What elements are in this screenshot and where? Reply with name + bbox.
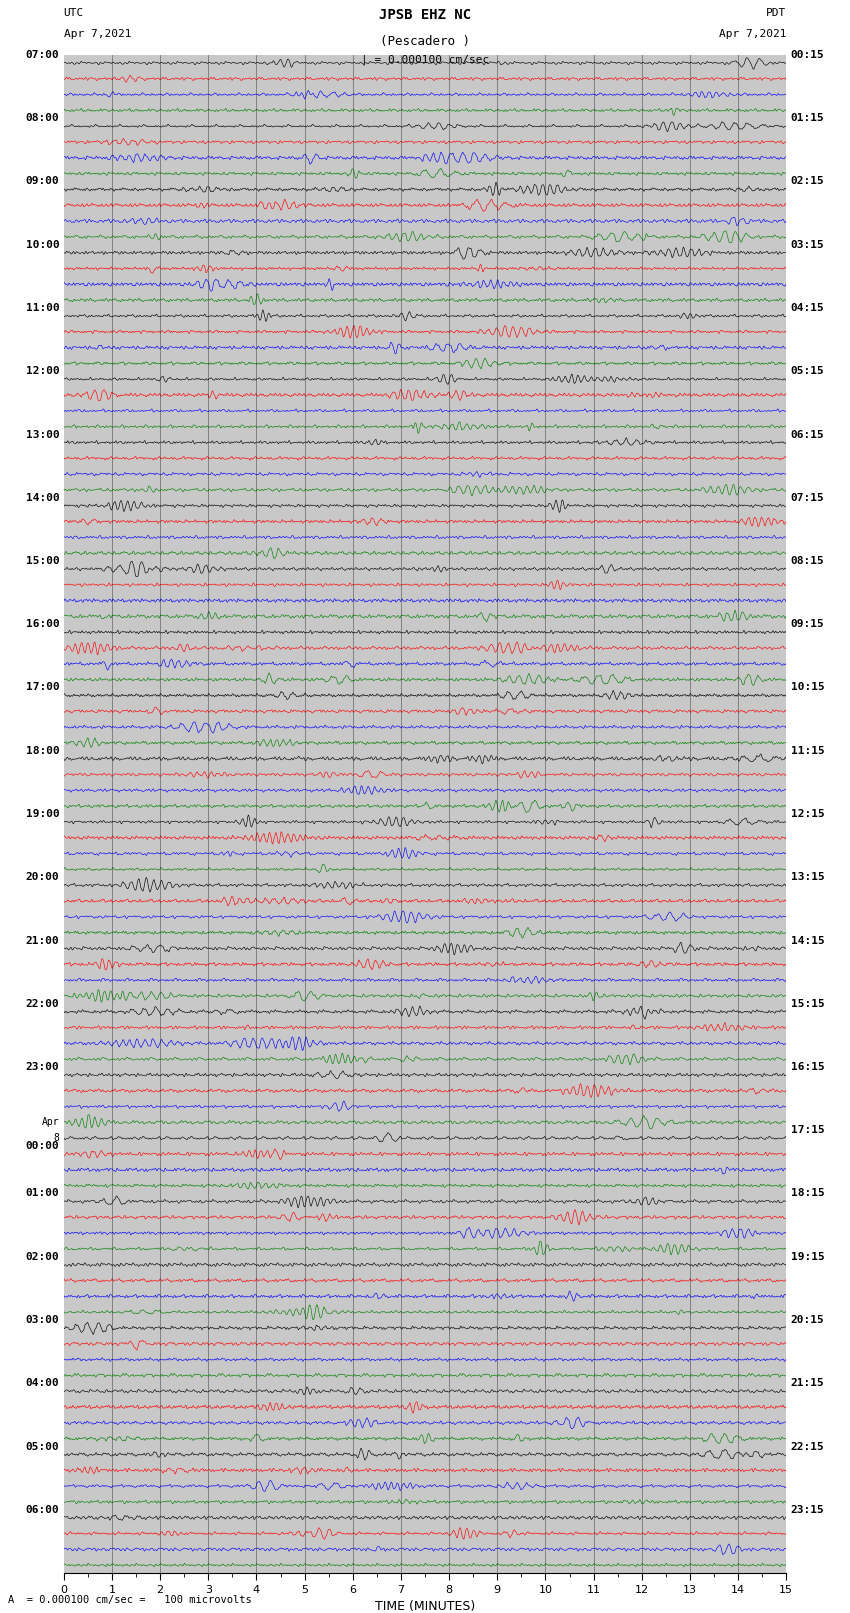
Text: 01:15: 01:15 [790,113,824,123]
Text: 15:15: 15:15 [790,998,824,1008]
Text: UTC: UTC [64,8,84,18]
Text: 09:00: 09:00 [26,176,60,187]
Text: 23:15: 23:15 [790,1505,824,1515]
Text: 13:15: 13:15 [790,873,824,882]
Text: 22:00: 22:00 [26,998,60,1008]
Text: 09:15: 09:15 [790,619,824,629]
Text: A  = 0.000100 cm/sec =   100 microvolts: A = 0.000100 cm/sec = 100 microvolts [8,1595,252,1605]
Text: 10:00: 10:00 [26,240,60,250]
Text: JPSB EHZ NC: JPSB EHZ NC [379,8,471,23]
Text: 14:00: 14:00 [26,492,60,503]
Text: 12:00: 12:00 [26,366,60,376]
Text: | = 0.000100 cm/sec: | = 0.000100 cm/sec [361,55,489,66]
Text: 22:15: 22:15 [790,1442,824,1452]
Text: 02:15: 02:15 [790,176,824,187]
Text: 06:15: 06:15 [790,429,824,439]
Text: 21:15: 21:15 [790,1378,824,1389]
Text: 12:15: 12:15 [790,810,824,819]
Text: 04:00: 04:00 [26,1378,60,1389]
Text: 20:00: 20:00 [26,873,60,882]
Text: 17:15: 17:15 [790,1126,824,1136]
Text: PDT: PDT [766,8,786,18]
Text: Apr 7,2021: Apr 7,2021 [719,29,786,39]
Text: 16:15: 16:15 [790,1061,824,1073]
Text: 04:15: 04:15 [790,303,824,313]
Text: 19:00: 19:00 [26,810,60,819]
Text: 03:00: 03:00 [26,1315,60,1324]
Text: 08:15: 08:15 [790,556,824,566]
Text: Apr 7,2021: Apr 7,2021 [64,29,131,39]
Text: 07:00: 07:00 [26,50,60,60]
Text: 17:00: 17:00 [26,682,60,692]
Text: 00:00: 00:00 [26,1140,60,1152]
Text: 00:15: 00:15 [790,50,824,60]
Text: 08:00: 08:00 [26,113,60,123]
Text: 11:15: 11:15 [790,745,824,756]
Text: 15:00: 15:00 [26,556,60,566]
Text: 01:00: 01:00 [26,1189,60,1198]
Text: 13:00: 13:00 [26,429,60,439]
Text: 14:15: 14:15 [790,936,824,945]
Text: 05:15: 05:15 [790,366,824,376]
Text: 21:00: 21:00 [26,936,60,945]
Text: 06:00: 06:00 [26,1505,60,1515]
Text: 18:00: 18:00 [26,745,60,756]
Text: 11:00: 11:00 [26,303,60,313]
Text: 05:00: 05:00 [26,1442,60,1452]
Text: 10:15: 10:15 [790,682,824,692]
Text: (Pescadero ): (Pescadero ) [380,35,470,48]
Text: 8: 8 [54,1134,60,1144]
Text: 16:00: 16:00 [26,619,60,629]
Text: 18:15: 18:15 [790,1189,824,1198]
Text: 19:15: 19:15 [790,1252,824,1261]
Text: 02:00: 02:00 [26,1252,60,1261]
Text: 07:15: 07:15 [790,492,824,503]
Text: 03:15: 03:15 [790,240,824,250]
Text: 23:00: 23:00 [26,1061,60,1073]
Text: Apr: Apr [42,1118,60,1127]
Text: 20:15: 20:15 [790,1315,824,1324]
X-axis label: TIME (MINUTES): TIME (MINUTES) [375,1600,475,1613]
